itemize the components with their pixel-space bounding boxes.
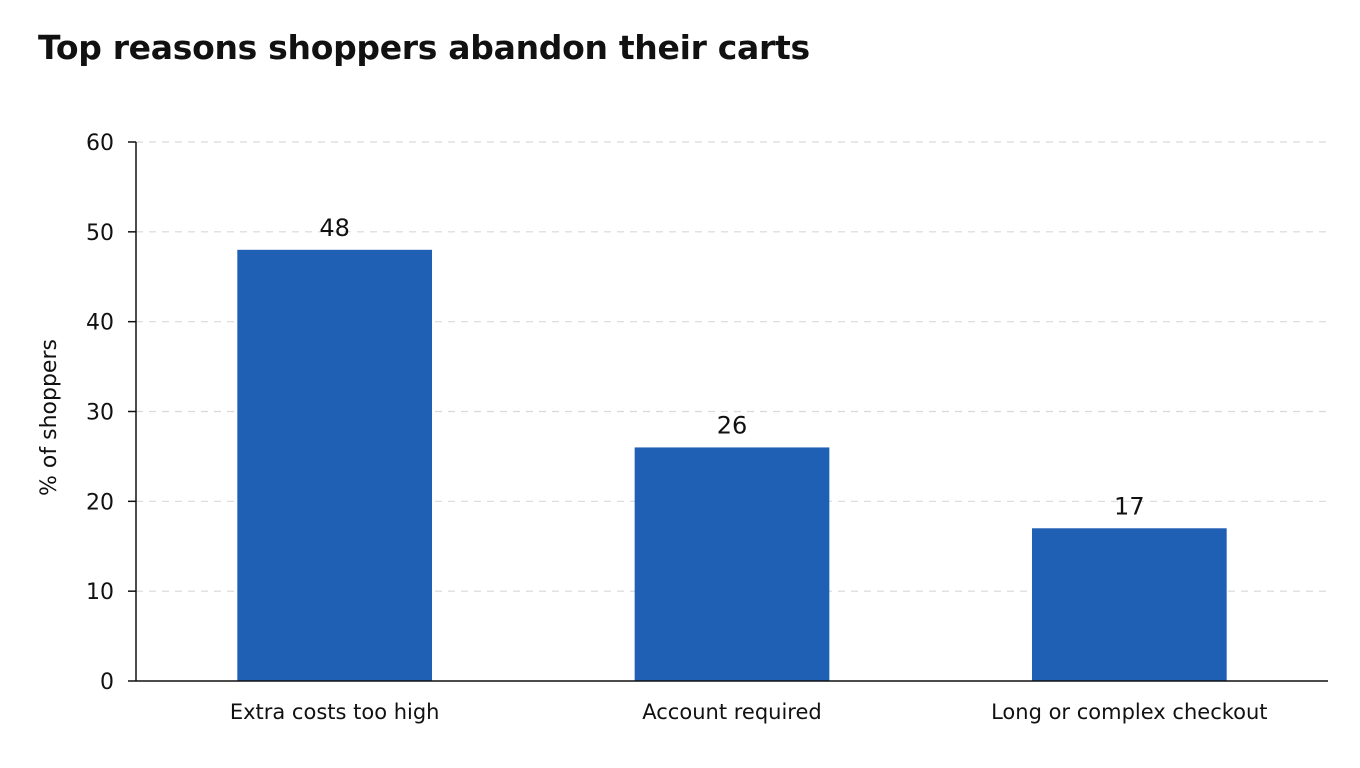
bar-1 [237, 249, 433, 682]
category-label-2: Account required [642, 700, 821, 724]
data-label-3: 17 [1114, 492, 1145, 520]
y-tick-label: 50 [86, 221, 114, 246]
y-tick-label: 0 [100, 670, 114, 695]
category-label-1: Extra costs too high [230, 700, 440, 724]
y-axis-title: % of shoppers [37, 339, 62, 496]
category-label-3: Long or complex checkout [991, 700, 1267, 724]
bar-2 [634, 447, 830, 681]
y-tick-label: 30 [86, 401, 114, 426]
y-tick-labels: 0 10 20 30 40 50 60 [86, 131, 114, 695]
data-label-2: 26 [717, 411, 748, 439]
chart-title: Top reasons shoppers abandon their carts [38, 28, 810, 67]
data-labels: 48 26 17 [319, 214, 1144, 520]
y-tick-label: 40 [86, 311, 114, 336]
x-category-labels: Extra costs too high Account required Long… [230, 700, 1268, 724]
axes [128, 141, 1328, 682]
y-tick-label: 20 [86, 490, 114, 515]
y-tick-label: 60 [86, 131, 114, 156]
bars [237, 249, 1227, 682]
bar-3 [1031, 528, 1227, 681]
y-tick-label: 10 [86, 580, 114, 605]
data-label-1: 48 [319, 214, 350, 242]
